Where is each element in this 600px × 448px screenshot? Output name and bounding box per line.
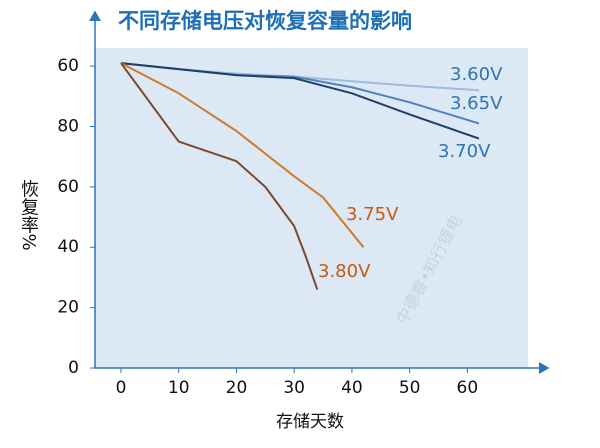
y-tick-label: 20 bbox=[57, 298, 79, 318]
chart-title: 不同存储电压对恢复容量的影响 bbox=[118, 9, 412, 33]
x-tick-label: 0 bbox=[116, 378, 127, 398]
series-label: 3.70V bbox=[438, 141, 491, 162]
series-label: 3.65V bbox=[450, 93, 503, 114]
series-label: 3.80V bbox=[318, 261, 371, 282]
x-tick-label: 30 bbox=[283, 378, 305, 398]
series-line bbox=[120, 62, 480, 140]
x-axis-label: 存储天数 bbox=[276, 412, 344, 432]
y-tick-label: 0 bbox=[68, 358, 79, 378]
x-tick-label: 20 bbox=[226, 378, 248, 398]
y-tick-label: 80 bbox=[57, 116, 79, 136]
x-tick-label: 10 bbox=[168, 378, 190, 398]
y-tick-label: 40 bbox=[57, 237, 79, 257]
y-tick-label: 60 bbox=[57, 177, 79, 197]
x-tick-label: 50 bbox=[399, 378, 421, 398]
series-label: 3.60V bbox=[450, 64, 503, 85]
plot-background bbox=[95, 48, 528, 368]
series-label: 3.75V bbox=[346, 204, 399, 225]
series-line bbox=[120, 62, 319, 290]
x-tick-label: 40 bbox=[341, 378, 363, 398]
x-tick-label: 60 bbox=[457, 378, 479, 398]
y-tick-label: 60 bbox=[57, 56, 79, 76]
series-line bbox=[120, 62, 365, 248]
y-axis-label: 恢复率% bbox=[18, 179, 39, 250]
